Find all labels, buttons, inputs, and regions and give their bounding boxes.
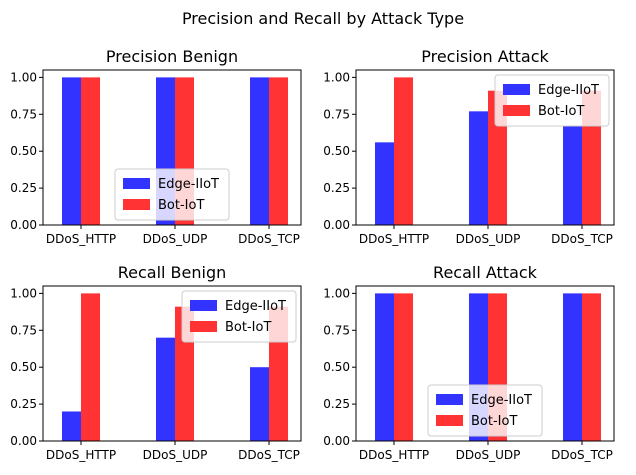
bar-edge-iiot-ddos-tcp (250, 77, 269, 225)
y-tick-label: 0.50 (323, 144, 350, 158)
subplot-4: Recall Attack 0.00 0.25 0.50 0.75 1.00 DDoS_HT… (323, 263, 615, 462)
y-tick-label: 1.00 (10, 286, 37, 300)
legend-label: Edge-IIoT (471, 393, 532, 408)
axes-frame (42, 285, 302, 442)
bar-edge-iiot-ddos-tcp (563, 126, 582, 225)
subplot-1: Precision Benign 0.00 0.25 0.50 0.75 1.00 DDoS… (10, 47, 302, 246)
y-tick-label: 0.00 (323, 218, 350, 232)
legend: Edge-IIoT Bot-IoT (494, 74, 610, 127)
legend: Edge-IIoT Bot-IoT (181, 290, 297, 343)
y-tick-label: 0.25 (10, 397, 37, 411)
x-tick-label: DDoS_UDP (456, 232, 521, 246)
bar-bot-iot-ddos-tcp (582, 293, 601, 441)
subplot-title: Recall Attack (433, 263, 538, 282)
axes-frame (42, 69, 302, 226)
bar-edge-iiot-ddos-http (375, 293, 394, 441)
bar-edge-iiot-ddos-http (62, 411, 81, 441)
y-tick-label: 0.75 (323, 323, 350, 337)
x-tick-label: DDoS_HTTP (46, 448, 116, 462)
y-tick-label: 1.00 (323, 70, 350, 84)
legend-label: Edge-IIoT (158, 177, 219, 192)
y-tick-label: 0.50 (10, 360, 37, 374)
y-tick-label: 1.00 (10, 70, 37, 84)
bar-bot-iot-ddos-http (81, 77, 100, 225)
bar-edge-iiot-ddos-udp (469, 111, 488, 225)
legend-label: Bot-IoT (538, 104, 584, 119)
y-tick-label: 0.25 (323, 181, 350, 195)
subplot-3: Recall Benign 0.00 0.25 0.50 0.75 1.00 DDoS_HT… (10, 263, 302, 462)
figure-suptitle: Precision and Recall by Attack Type (182, 9, 464, 28)
y-tick-label: 0.25 (323, 397, 350, 411)
y-tick-label: 0.50 (323, 360, 350, 374)
bar-edge-iiot-ddos-http (375, 142, 394, 225)
y-tick-label: 1.00 (323, 286, 350, 300)
y-tick-label: 0.00 (10, 218, 37, 232)
legend-label: Edge-IIoT (538, 83, 599, 98)
x-tick-label: DDoS_HTTP (359, 232, 429, 246)
y-tick-label: 0.00 (323, 434, 350, 448)
x-tick-label: DDoS_UDP (143, 232, 208, 246)
x-tick-label: DDoS_TCP (551, 448, 613, 462)
axes-frame (355, 69, 615, 226)
bar-edge-iiot-ddos-tcp (250, 367, 269, 441)
legend-label: Bot-IoT (225, 320, 271, 335)
bar-bot-iot-ddos-http (81, 293, 100, 441)
x-tick-label: DDoS_HTTP (359, 448, 429, 462)
x-tick-label: DDoS_TCP (551, 232, 613, 246)
subplot-title: Precision Attack (421, 47, 549, 66)
legend-label: Bot-IoT (158, 198, 204, 213)
bar-edge-iiot-ddos-http (62, 77, 81, 225)
legend-swatch (436, 394, 463, 405)
x-tick-label: DDoS_UDP (143, 448, 208, 462)
subplot-2: Precision Attack 0.00 0.25 0.50 0.75 1.00 DDoS… (323, 47, 615, 246)
axes-frame (355, 285, 615, 442)
legend-swatch (123, 199, 150, 210)
bar-edge-iiot-ddos-tcp (563, 293, 582, 441)
legend-label: Bot-IoT (471, 414, 517, 429)
legend-swatch (503, 84, 530, 95)
bar-bot-iot-ddos-http (394, 293, 413, 441)
x-tick-label: DDoS_TCP (238, 448, 300, 462)
x-tick-label: DDoS_UDP (456, 448, 521, 462)
y-tick-label: 0.00 (10, 434, 37, 448)
bar-bot-iot-ddos-http (394, 77, 413, 225)
bar-edge-iiot-ddos-udp (156, 337, 175, 441)
bar-bot-iot-ddos-tcp (269, 77, 288, 225)
legend-swatch (436, 415, 463, 426)
legend-swatch (503, 105, 530, 116)
x-tick-label: DDoS_TCP (238, 232, 300, 246)
y-tick-label: 0.75 (10, 323, 37, 337)
y-tick-label: 0.75 (323, 107, 350, 121)
y-tick-label: 0.25 (10, 181, 37, 195)
legend-swatch (123, 178, 150, 189)
legend: Edge-IIoT Bot-IoT (114, 168, 230, 221)
x-tick-label: DDoS_HTTP (46, 232, 116, 246)
legend-swatch (190, 321, 217, 332)
y-tick-label: 0.50 (10, 144, 37, 158)
legend-swatch (190, 300, 217, 311)
subplot-title: Precision Benign (106, 47, 238, 66)
subplot-title: Recall Benign (118, 263, 227, 282)
legend-label: Edge-IIoT (225, 299, 286, 314)
y-tick-label: 0.75 (10, 107, 37, 121)
legend: Edge-IIoT Bot-IoT (427, 384, 543, 437)
